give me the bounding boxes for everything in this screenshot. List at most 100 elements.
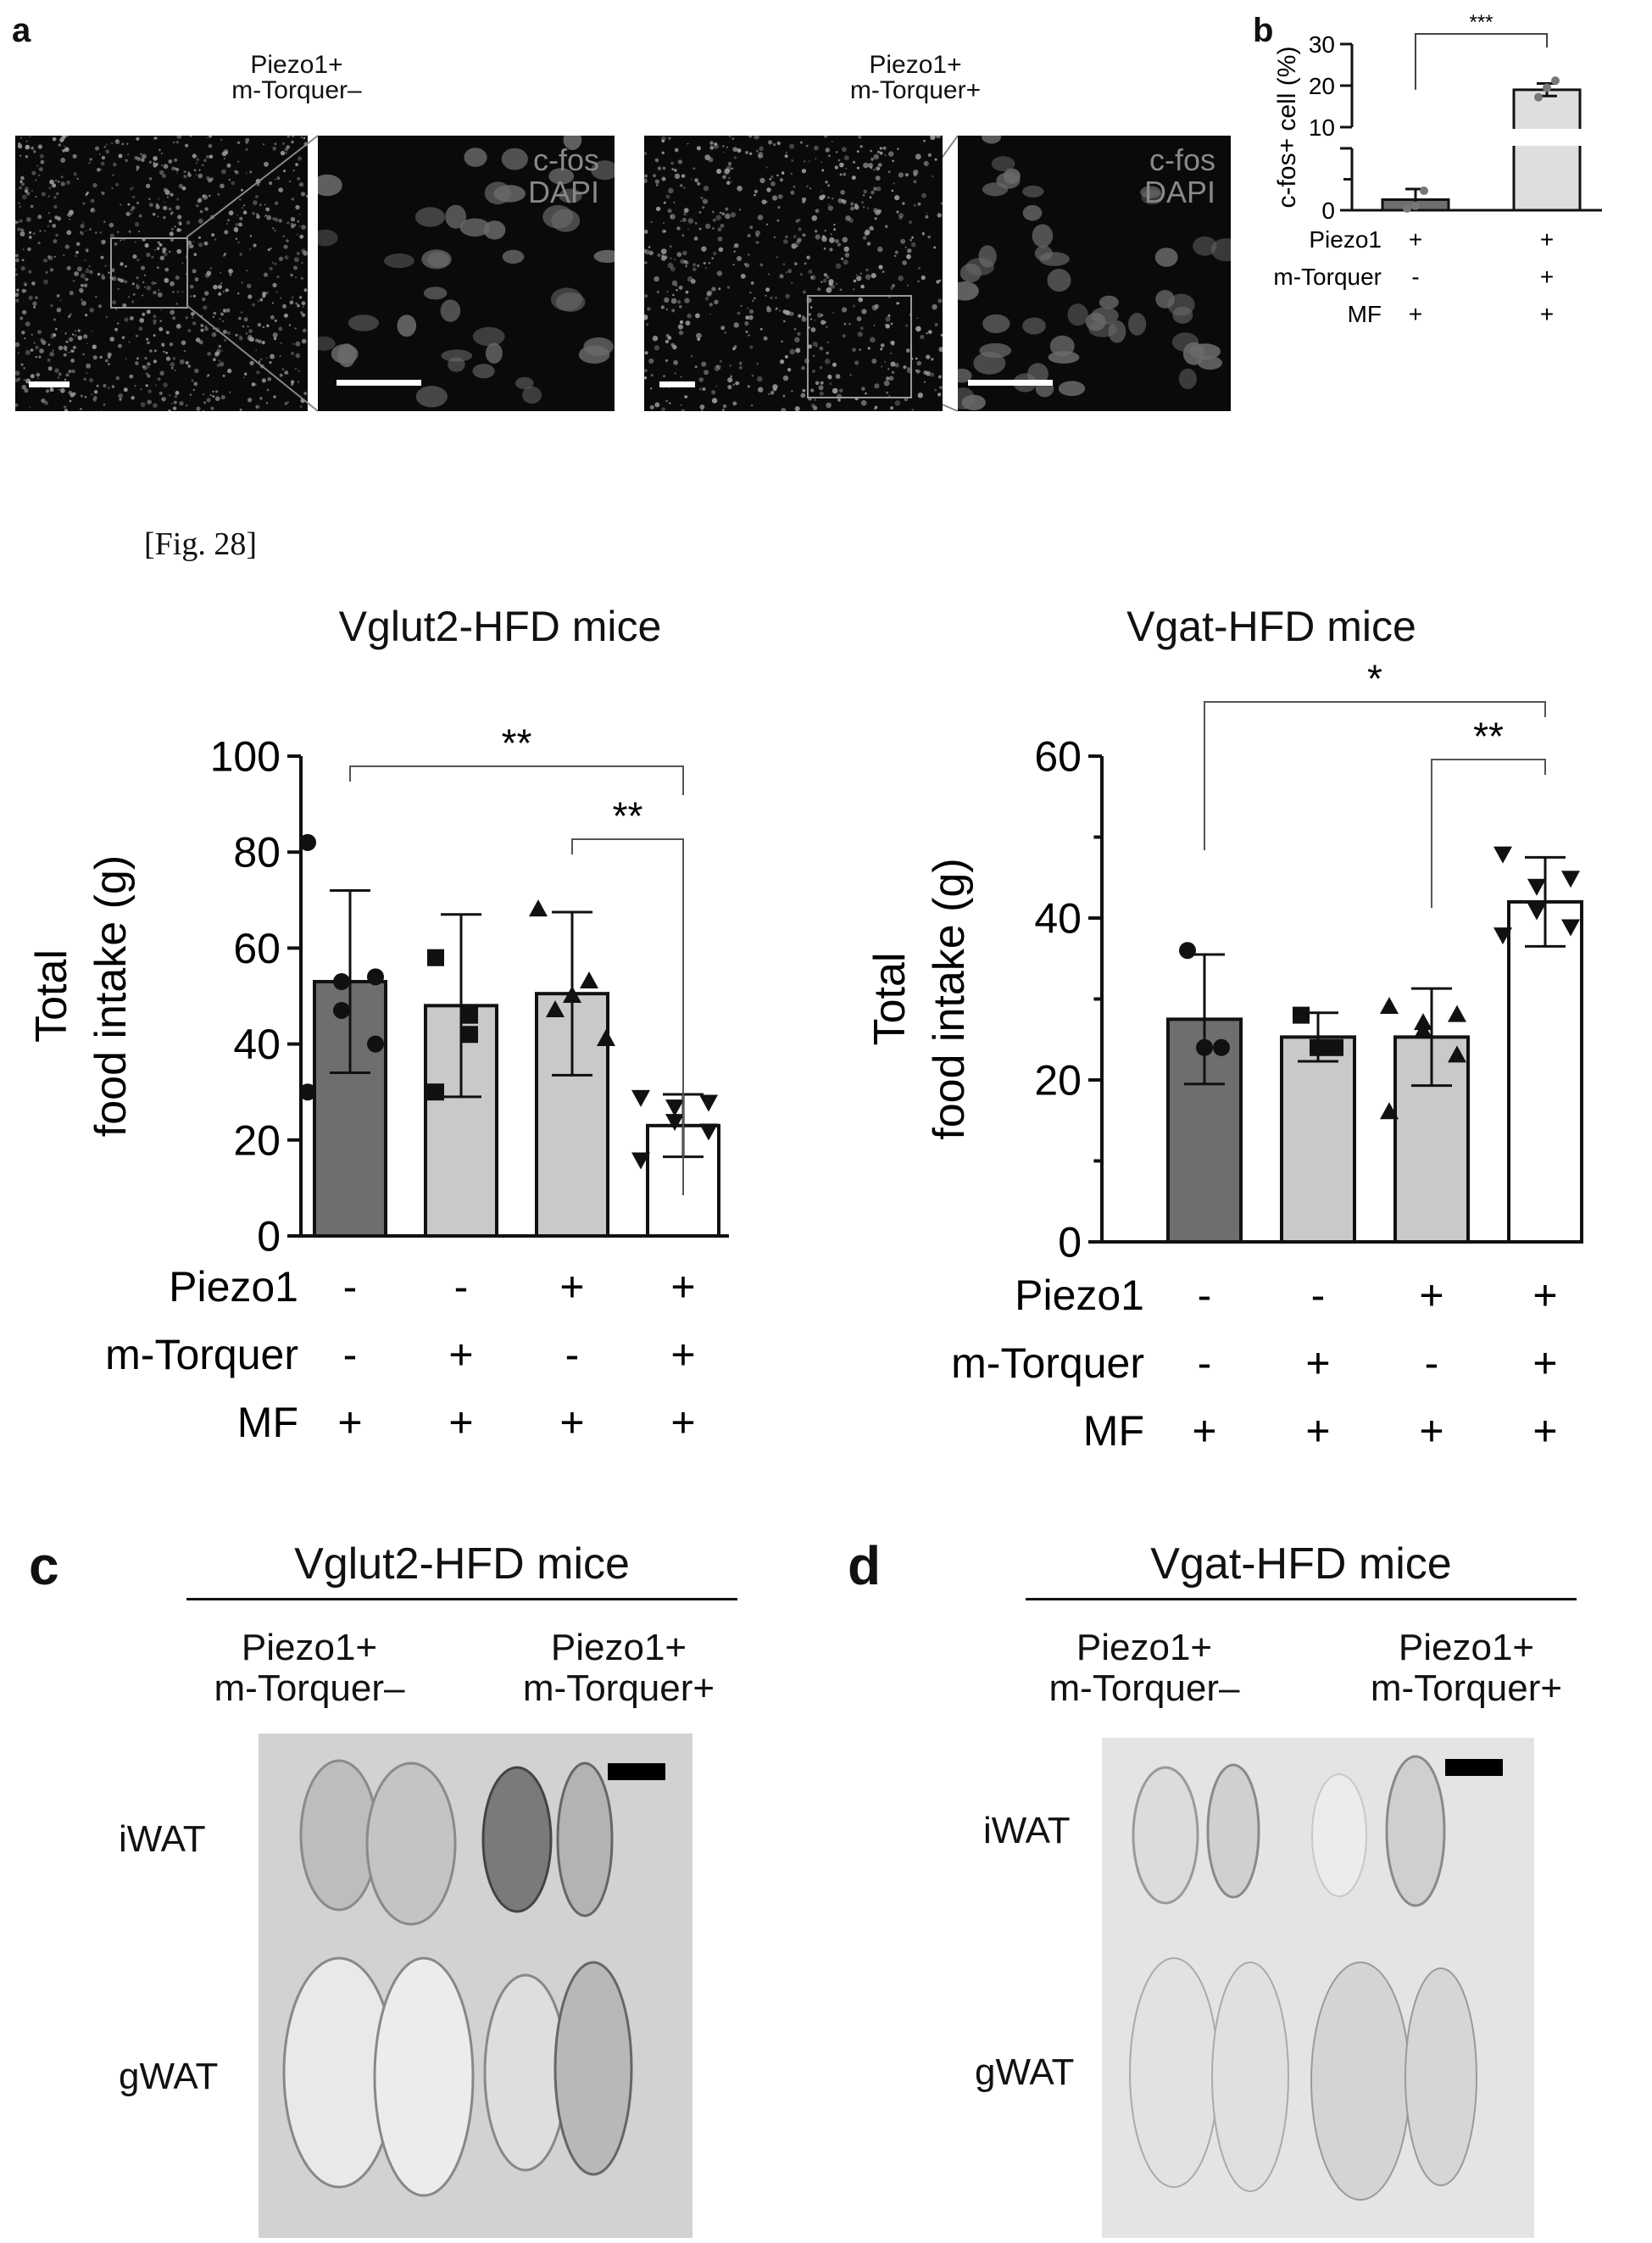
nucleus-dot [822, 278, 827, 283]
nucleus-dot [226, 223, 228, 225]
nucleus-dot [660, 248, 667, 254]
nucleus-dot [701, 361, 707, 367]
nucleus-dot [257, 300, 259, 303]
nucleus-dot [719, 359, 722, 363]
nucleus-dot [752, 299, 754, 303]
nucleus-dot [259, 298, 264, 302]
nucleus-dot [852, 348, 856, 353]
nucleus-dot [670, 298, 677, 304]
nucleus-dot [111, 187, 114, 190]
nucleus-dot [930, 136, 936, 140]
nucleus-dot [273, 395, 276, 398]
condition-name: Piezo1 [1309, 226, 1382, 253]
nucleus-dot [248, 294, 253, 299]
nucleus-dot [286, 145, 290, 149]
nucleus-dot [142, 294, 144, 297]
nucleus-dot [276, 275, 280, 279]
nucleus-dot [164, 267, 170, 272]
nucleus-dot [192, 240, 195, 242]
data-point [1196, 1038, 1213, 1056]
speckle-overview-right [644, 136, 943, 411]
nucleus-dot [718, 287, 721, 291]
nucleus-dot [140, 402, 146, 408]
nucleus-dot [270, 314, 275, 320]
nucleus-dot [744, 263, 750, 268]
nucleus-dot [226, 163, 231, 168]
nucleus-dot [806, 255, 810, 260]
nucleus-dot [81, 283, 84, 287]
nucleus-dot [927, 235, 931, 239]
nucleus-dot [301, 262, 303, 264]
nucleus-dot [861, 387, 865, 391]
nucleus-dot [798, 314, 802, 318]
condition-name: m-Torquer [1273, 264, 1382, 290]
nucleus-dot [140, 153, 142, 155]
nucleus-dot [916, 360, 922, 366]
nucleus-dot [725, 213, 731, 220]
nucleus-dot [795, 219, 799, 223]
nucleus-dot [775, 296, 777, 299]
nucleus-dot [142, 312, 146, 316]
nucleus-dot [286, 401, 289, 404]
panel-d-title: Vgat-HFD mice [1150, 1539, 1452, 1589]
nucleus-dot [295, 341, 301, 347]
nucleus-dot [907, 248, 912, 253]
nucleus-dot [694, 221, 698, 225]
nucleus-dot [60, 175, 64, 179]
nucleus-dot [218, 359, 220, 362]
nucleus-dot [83, 283, 88, 287]
nucleus-dot [853, 288, 855, 291]
nucleus-dot [892, 284, 895, 287]
nucleus-dot [270, 248, 272, 250]
nucleus-dot [754, 193, 756, 197]
nucleus-dot [89, 228, 92, 231]
nucleus-dot [218, 344, 222, 348]
nucleus-dot [292, 170, 295, 172]
nucleus-dot [220, 169, 226, 175]
nucleus-dot [203, 241, 209, 246]
nucleus-dot [175, 167, 177, 170]
nucleus-dot [72, 333, 75, 336]
nucleus-dot [909, 220, 912, 225]
nucleus-dot [200, 328, 204, 332]
nucleus-cell [440, 299, 461, 322]
nucleus-dot [814, 230, 818, 233]
nucleus-dot [934, 323, 938, 326]
nucleus-dot [136, 165, 140, 170]
nucleus-dot [291, 382, 294, 386]
nucleus-dot [874, 383, 880, 389]
nucleus-dot [28, 295, 33, 301]
micrograph-zoom-right: c-fos DAPI [958, 136, 1231, 411]
nucleus-dot [198, 169, 201, 171]
nucleus-dot [808, 270, 813, 274]
nucleus-dot [804, 160, 806, 163]
nucleus-dot [791, 159, 794, 162]
panel-c-condition-1-line2: m-Torquer– [214, 1667, 405, 1709]
nucleus-dot [117, 231, 120, 233]
nucleus-dot [724, 331, 727, 334]
nucleus-dot [191, 312, 195, 316]
nucleus-dot [126, 142, 129, 145]
nucleus-dot [58, 388, 60, 391]
nucleus-cell [1155, 290, 1175, 309]
nucleus-dot [159, 391, 163, 396]
nucleus-dot [172, 291, 175, 293]
nucleus-dot [65, 373, 70, 377]
nucleus-dot [187, 245, 191, 248]
nucleus-dot [854, 203, 858, 207]
data-point [1493, 846, 1512, 864]
panel-c-condition-2-line2: m-Torquer+ [522, 1667, 715, 1709]
nucleus-cell [485, 342, 503, 364]
nucleus-dot [241, 281, 243, 284]
nucleus-dot [648, 358, 654, 364]
nucleus-dot [842, 237, 848, 243]
nucleus-dot [99, 231, 102, 234]
nucleus-dot [865, 392, 867, 395]
nucleus-dot [758, 387, 764, 392]
nucleus-dot [748, 309, 754, 314]
nucleus-dot [251, 382, 256, 387]
nucleus-dot [785, 293, 790, 299]
nucleus-dot [55, 327, 58, 331]
nucleus-dot [25, 349, 31, 355]
nucleus-dot [279, 355, 281, 358]
